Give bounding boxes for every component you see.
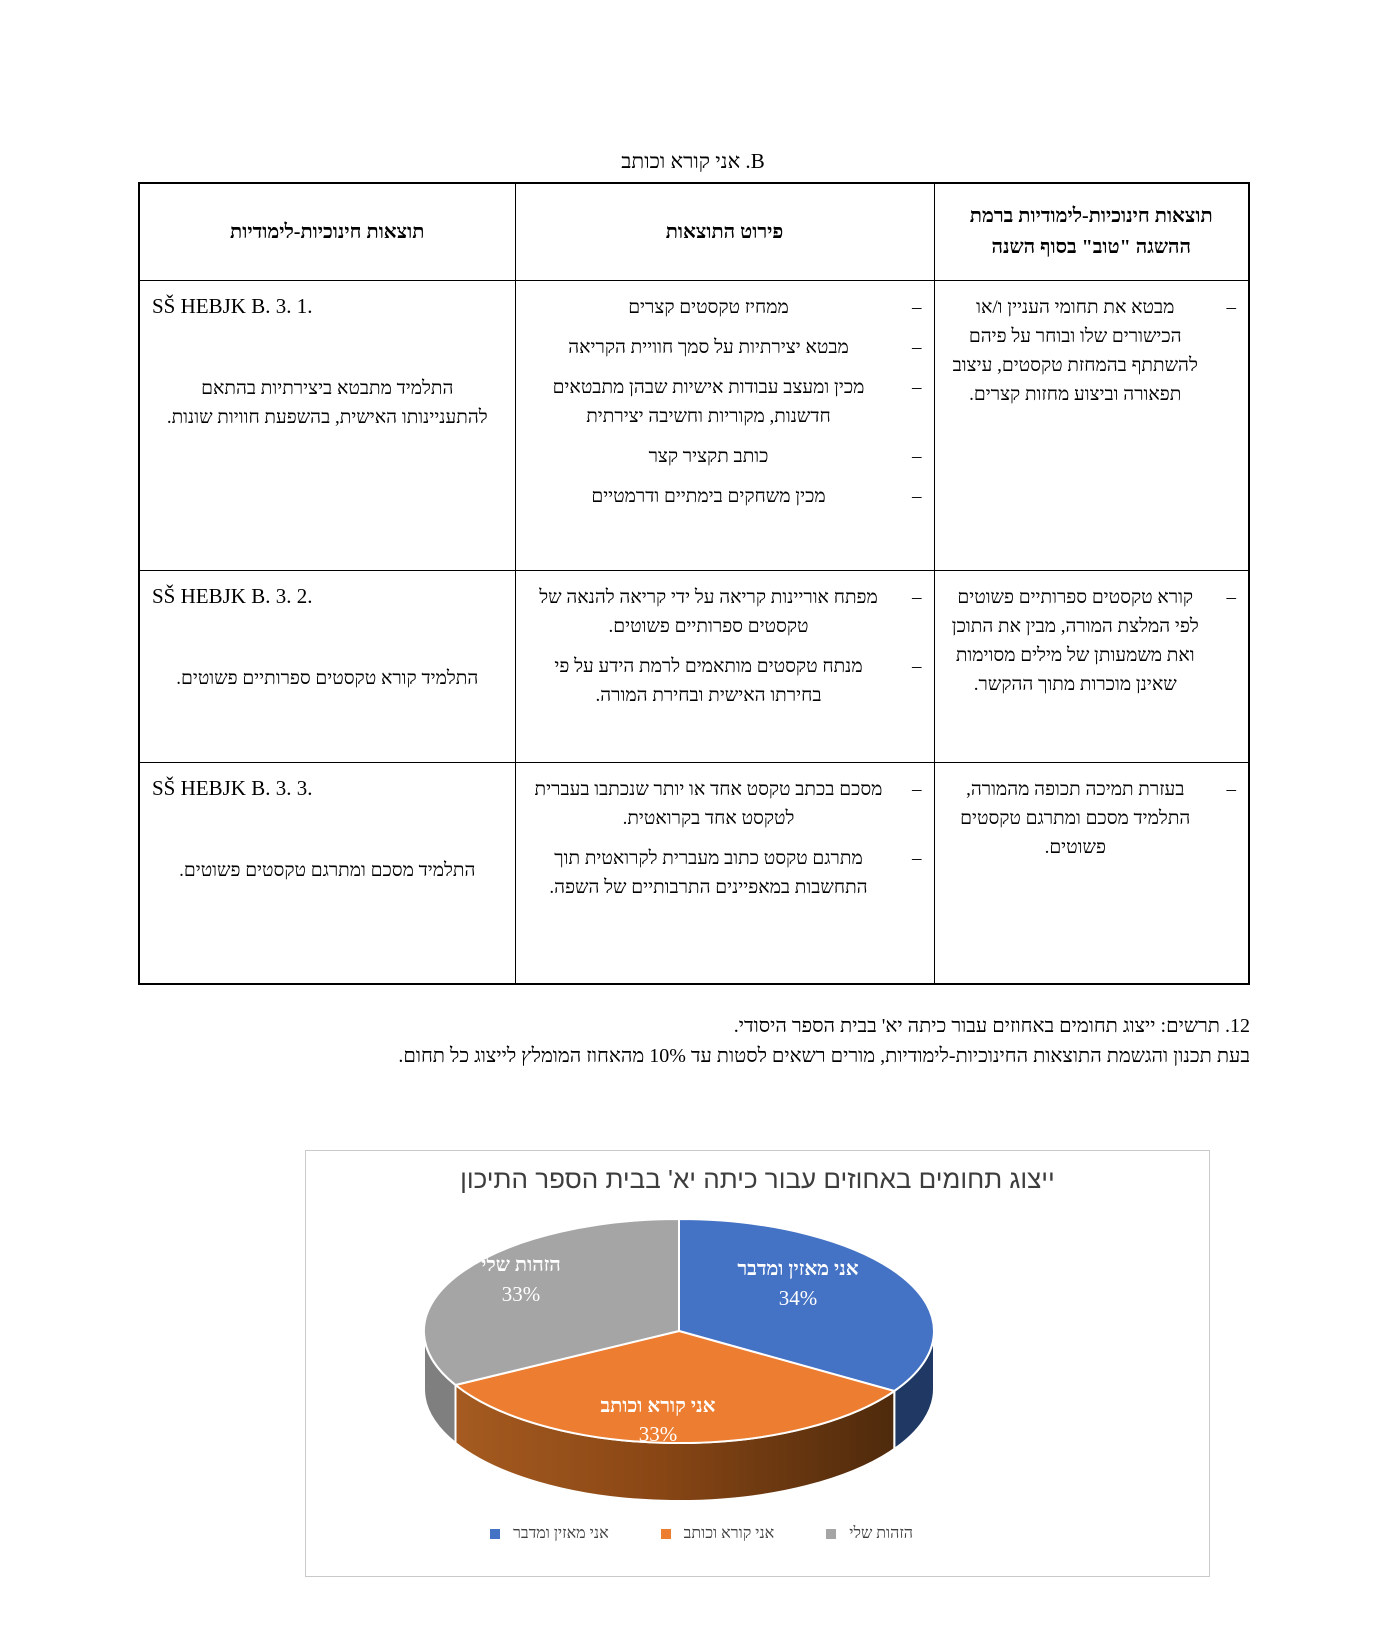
list-item: – ממחיז טקסטים קצרים [528, 293, 922, 322]
outcome-cell: SŠ HEBJK B. 3. 1. התלמיד מתבטא ביצירתיות… [138, 280, 516, 571]
pie-chart-frame: ייצוג תחומים באחוזים עבור כיתה יא' בבית … [305, 1150, 1210, 1577]
outcome-code: SŠ HEBJK B. 3. 3. [152, 776, 313, 800]
legend-label: אני קורא וכותב [683, 1525, 775, 1542]
list-item: – מסכם בכתב טקסט אחד או יותר שנכתבו בעבר… [528, 775, 922, 833]
slice-value-my-identity: 33% [502, 1282, 541, 1306]
outcomes-table: תוצאות חינוכיות-לימודיות ברמת ההשגה "טוב… [138, 182, 1250, 985]
caption-line2: בעת תכנון והגשמת התוצאות החינוכיות-לימוד… [398, 1044, 1250, 1067]
outcome-description: התלמיד קורא טקסטים ספרותיים פשוטים. [176, 668, 479, 689]
detail-text: מנתח טקסטים מותאמים לרמת הידע על פי בחיר… [554, 656, 863, 706]
detail-text: מפתח אוריינות קריאה על ידי קריאה להנאה ש… [539, 587, 878, 637]
chart-legend: אני מאזין ומדבר אני קורא וכותב הזהות שלי [250, 1525, 1153, 1543]
chart-title: ייצוג תחומים באחוזים עבור כיתה יא' בבית … [460, 1164, 1055, 1194]
list-item: – קורא טקסטים ספרותיים פשוטים לפי המלצת … [947, 583, 1237, 699]
good-level-cell: – מבטא את תחומי העניין ו/או הכישורים שלו… [933, 280, 1250, 571]
slice-label-my-identity: הזהות שלי [481, 1254, 561, 1276]
detail-text: מכין משחקים בימתיים ודרמטיים [591, 486, 826, 507]
good-level-cell: – קורא טקסטים ספרותיים פשוטים לפי המלצת … [933, 570, 1250, 763]
good-level-text: בעזרת תמיכה תכופה מהמורה, התלמיד מסכם ומ… [960, 779, 1191, 858]
table-row: – בעזרת תמיכה תכופה מהמורה, התלמיד מסכם … [138, 762, 1250, 984]
good-level-text: קורא טקסטים ספרותיים פשוטים לפי המלצת המ… [951, 587, 1199, 695]
table-row: – מבטא את תחומי העניין ו/או הכישורים שלו… [138, 280, 1250, 571]
slice-value-reading-writing: 33% [639, 1422, 678, 1446]
detail-text: כותב תקציר קצר [648, 446, 769, 467]
caption-line1: 12. תרשים: ייצוג תחומים באחוזים עבור כית… [733, 1014, 1250, 1037]
header-outcomes: תוצאות חינוכיות-לימודיות [138, 182, 516, 281]
legend-swatch-gray [826, 1529, 837, 1539]
list-item: – מכין משחקים בימתיים ודרמטיים [528, 482, 922, 511]
good-level-cell: – בעזרת תמיכה תכופה מהמורה, התלמיד מסכם … [933, 762, 1250, 984]
section-title: B. אני קורא וכותב [621, 149, 765, 173]
details-list: – מפתח אוריינות קריאה על ידי קריאה להנאה… [528, 583, 922, 710]
list-item: – מכין ומעצב עבודות אישיות שבהן מתבטאים … [528, 373, 922, 431]
dash-bullet: – [912, 779, 922, 800]
outcome-description: התלמיד מתבטא ביצירתיות בהתאם להתעניינותו… [166, 378, 488, 428]
slice-label-reading-writing: אני קורא וכותב [601, 1395, 716, 1417]
legend-swatch-blue [490, 1529, 500, 1539]
pie-slice-my-identity [422, 1218, 680, 1386]
details-cell: – מפתח אוריינות קריאה על ידי קריאה להנאה… [514, 570, 935, 763]
list-item: – מפתח אוריינות קריאה על ידי קריאה להנאה… [528, 583, 922, 641]
legend-item-listening-speaking: אני מאזין ומדבר [490, 1525, 609, 1543]
dash-bullet: – [912, 656, 922, 677]
table-row: – קורא טקסטים ספרותיים פשוטים לפי המלצת … [138, 570, 1250, 763]
dash-bullet: – [912, 377, 922, 398]
list-item: – מבטא את תחומי העניין ו/או הכישורים שלו… [947, 293, 1237, 409]
legend-label: אני מאזין ומדבר [513, 1525, 609, 1542]
detail-text: מבטא יצירתיות על סמך חוויית הקריאה [568, 337, 849, 358]
detail-text: ממחיז טקסטים קצרים [628, 297, 789, 318]
list-item: – מבטא יצירתיות על סמך חוויית הקריאה [528, 333, 922, 362]
good-level-text: מבטא את תחומי העניין ו/או הכישורים שלו ו… [952, 297, 1198, 405]
detail-text: מכין ומעצב עבודות אישיות שבהן מתבטאים חד… [552, 377, 865, 427]
table-header-row: תוצאות חינוכיות-לימודיות ברמת ההשגה "טוב… [138, 182, 1250, 281]
slice-value-listening-speaking: 34% [779, 1286, 818, 1310]
legend-swatch-orange [660, 1529, 671, 1539]
dash-bullet: – [912, 848, 922, 869]
details-cell: – מסכם בכתב טקסט אחד או יותר שנכתבו בעבר… [514, 762, 935, 984]
outcome-cell: SŠ HEBJK B. 3. 2. התלמיד קורא טקסטים ספר… [138, 570, 516, 763]
dash-bullet: – [1226, 779, 1237, 800]
outcome-code: SŠ HEBJK B. 3. 2. [152, 584, 313, 608]
dash-bullet: – [1226, 587, 1237, 608]
list-item: – בעזרת תמיכה תכופה מהמורה, התלמיד מסכם … [947, 775, 1237, 862]
pie-chart: אני מאזין ומדבר 34% הזהות שלי 33% אני קו… [422, 1218, 935, 1503]
legend-item-my-identity: הזהות שלי [826, 1525, 913, 1543]
slice-label-listening-speaking: אני מאזין ומדבר [737, 1258, 858, 1280]
dash-bullet: – [912, 297, 922, 318]
list-item: – כותב תקציר קצר [528, 442, 922, 471]
legend-label: הזהות שלי [849, 1525, 913, 1542]
details-list: – מסכם בכתב טקסט אחד או יותר שנכתבו בעבר… [528, 775, 922, 902]
dash-bullet: – [912, 337, 922, 358]
dash-bullet: – [912, 587, 922, 608]
list-item: – מתרגם טקסט כתוב מעברית לקרואטית תוך הת… [528, 844, 922, 902]
header-details: פירוט התוצאות [514, 182, 935, 281]
list-item: – מנתח טקסטים מותאמים לרמת הידע על פי בח… [528, 652, 922, 710]
dash-bullet: – [912, 486, 922, 507]
outcome-description: התלמיד מסכם ומתרגם טקסטים פשוטים. [179, 860, 476, 881]
header-good-level: תוצאות חינוכיות-לימודיות ברמת ההשגה "טוב… [933, 182, 1250, 281]
dash-bullet: – [912, 446, 922, 467]
legend-item-reading-writing: אני קורא וכותב [660, 1525, 775, 1543]
detail-text: מתרגם טקסט כתוב מעברית לקרואטית תוך התחש… [549, 848, 868, 898]
outcome-cell: SŠ HEBJK B. 3. 3. התלמיד מסכם ומתרגם טקס… [138, 762, 516, 984]
details-list: – ממחיז טקסטים קצרים – מבטא יצירתיות על … [528, 293, 922, 511]
details-cell: – ממחיז טקסטים קצרים – מבטא יצירתיות על … [514, 280, 935, 571]
figure-caption: 12. תרשים: ייצוג תחומים באחוזים עבור כית… [136, 1011, 1250, 1071]
outcome-code: SŠ HEBJK B. 3. 1. [152, 294, 313, 318]
dash-bullet: – [1226, 297, 1237, 318]
detail-text: מסכם בכתב טקסט אחד או יותר שנכתבו בעברית… [534, 779, 883, 829]
